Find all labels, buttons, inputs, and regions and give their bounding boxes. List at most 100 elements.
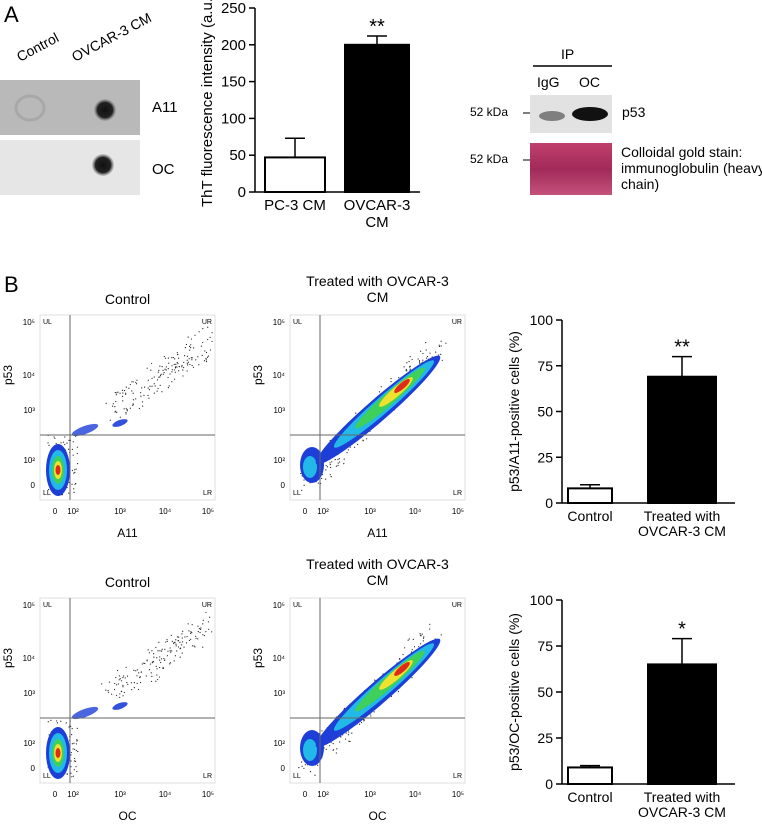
blot-spot (92, 154, 114, 176)
event-dot (202, 619, 204, 621)
event-dot (346, 451, 348, 454)
event-dot (108, 681, 111, 683)
event-dot (171, 650, 173, 652)
lane-label: OC (579, 74, 600, 90)
event-dot (125, 413, 127, 415)
event-dot (164, 357, 167, 359)
event-dot (179, 641, 181, 644)
event-dot (132, 403, 134, 405)
quadrant-label: UL (43, 602, 52, 609)
event-dot (155, 646, 157, 649)
event-dot (74, 757, 76, 760)
event-dot (131, 381, 133, 383)
bar (647, 663, 717, 786)
event-dot (209, 336, 211, 338)
event-dot (76, 446, 79, 448)
blot-band (539, 111, 565, 121)
event-dot (158, 376, 160, 378)
event-dot (153, 376, 155, 378)
x-tick-label: 10⁴ (159, 790, 172, 799)
event-dot (123, 389, 126, 392)
event-dot (344, 738, 347, 740)
event-dot (173, 642, 175, 645)
event-dot (337, 464, 339, 467)
y-axis-label: ThT fluorescence intensity (a.u.) (199, 0, 216, 207)
event-dot (65, 722, 67, 724)
density-cloud (71, 423, 99, 437)
event-dot (126, 409, 128, 411)
event-dot (171, 369, 173, 371)
quadrant-label: UL (293, 319, 302, 326)
event-dot (135, 398, 137, 400)
event-dot (117, 391, 119, 393)
event-dot (351, 732, 353, 734)
y-tick-label: 50 (537, 404, 553, 420)
event-dot (159, 659, 161, 661)
event-dot (197, 625, 199, 627)
x-tick-label: 10⁵ (452, 507, 464, 516)
event-dot (187, 364, 189, 366)
event-dot (71, 743, 73, 745)
plot-title: Treated with OVCAR-3 CM (306, 273, 449, 306)
event-dot (147, 387, 149, 389)
event-dot (47, 721, 49, 723)
event-dot (419, 362, 421, 364)
event-dot (146, 367, 148, 369)
event-dot (55, 720, 58, 722)
event-dot (151, 662, 153, 664)
event-dot (204, 350, 206, 352)
y-axis-label: p53 (251, 648, 265, 668)
event-dot (174, 655, 177, 657)
event-dot (161, 648, 163, 650)
event-dot (74, 469, 76, 471)
y-tick-label: 0 (238, 184, 246, 201)
event-dot (182, 630, 184, 632)
y-tick-label: 0 (545, 776, 553, 792)
event-dot (337, 458, 339, 461)
event-dot (181, 364, 183, 367)
event-dot (191, 624, 193, 626)
event-dot (138, 672, 140, 674)
event-dot (47, 442, 49, 444)
event-dot (202, 341, 204, 344)
x-tick-label: 10⁴ (409, 507, 422, 516)
event-dot (71, 483, 73, 485)
event-dot (429, 623, 431, 625)
x-tick-label: OVCAR-3 CM (343, 197, 411, 231)
event-dot (159, 650, 161, 652)
event-dot (188, 639, 191, 642)
event-dot (349, 740, 351, 743)
x-axis-label: OC (119, 809, 137, 823)
event-dot (76, 770, 78, 773)
event-dot (73, 760, 76, 762)
event-dot (70, 754, 72, 756)
event-dot (418, 361, 421, 363)
event-dot (154, 385, 156, 387)
event-dot (191, 645, 194, 647)
event-dot (173, 363, 175, 366)
x-tick-label: 10⁵ (202, 507, 214, 516)
event-dot (176, 351, 178, 354)
event-dot (195, 635, 197, 637)
event-dot (165, 366, 167, 368)
event-dot (314, 774, 316, 776)
event-dot (118, 675, 120, 677)
quadrant-label: LR (453, 490, 462, 497)
event-dot (408, 638, 410, 640)
event-dot (183, 646, 185, 648)
event-dot (162, 373, 164, 375)
event-dot (211, 332, 213, 334)
event-dot (54, 437, 56, 439)
event-dot (347, 734, 349, 736)
event-dot (125, 408, 127, 410)
y-tick-label: 10⁵ (23, 601, 35, 610)
event-dot (166, 638, 168, 641)
event-dot (116, 684, 118, 686)
event-dot (151, 650, 153, 652)
event-dot (159, 656, 161, 658)
event-dot (48, 488, 50, 491)
event-dot (408, 360, 410, 363)
event-dot (175, 639, 177, 641)
y-tick-label: 10² (273, 456, 285, 465)
event-dot (303, 767, 305, 769)
